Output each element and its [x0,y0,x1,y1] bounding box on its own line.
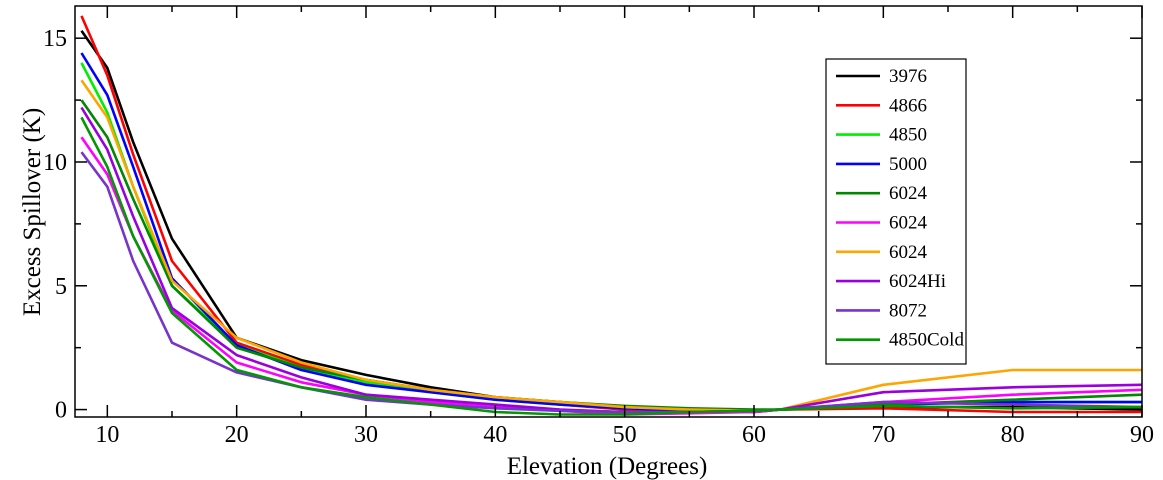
x-tick-label: 20 [225,422,249,448]
legend-label: 6024Hi [889,271,946,292]
legend-label: 6024 [889,183,928,204]
legend-label: 4850 [889,125,927,146]
y-axis-title: Excess Spillover (K) [19,108,46,316]
legend-label: 3976 [889,66,927,87]
y-tick-label: 15 [43,26,67,52]
legend-label: 6024 [889,213,928,234]
x-tick-label: 70 [871,422,895,448]
plot-frame [74,5,1143,418]
legend-label: 4850Cold [889,330,964,351]
y-tick-label: 0 [55,398,67,424]
y-tick-label: 5 [55,274,67,300]
x-tick-label: 90 [1130,422,1154,448]
series-line-7 [80,106,1143,414]
x-tick-label: 80 [1001,422,1025,448]
tick-layer: 10 20 30 40 50 60 70 80 90 0 5 10 15 [43,6,1154,448]
series-line-6 [80,79,1142,413]
x-tick-label: 30 [354,422,378,448]
y-tick-label: 10 [43,150,67,176]
legend-label: 8072 [889,300,927,321]
x-axis-title: Elevation (Degrees) [507,453,708,480]
x-tick-label: 60 [742,422,766,448]
legend-label: 6024 [889,242,928,263]
x-tick-label: 10 [95,422,119,448]
legend-box [825,58,967,365]
legend: 3976 4866 4850 5000 6024 6024 6024 6024Hi 8072 48… [825,58,967,365]
legend-label: 4866 [889,95,927,116]
x-tick-label: 40 [483,422,507,448]
legend-label: 5000 [889,154,927,175]
x-tick-label: 50 [613,422,637,448]
